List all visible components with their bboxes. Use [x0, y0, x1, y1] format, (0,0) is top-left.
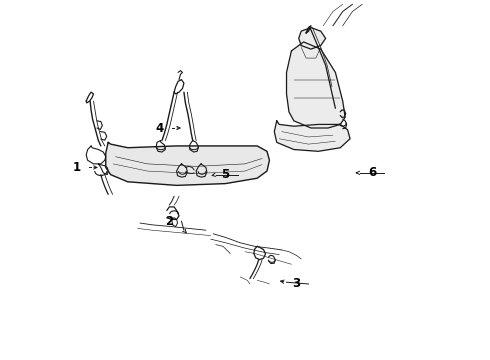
- Polygon shape: [287, 42, 345, 128]
- Text: 4: 4: [155, 122, 164, 135]
- Text: 3: 3: [292, 278, 300, 291]
- Text: 2: 2: [165, 215, 173, 228]
- Text: 1: 1: [73, 161, 80, 174]
- Polygon shape: [299, 28, 326, 49]
- Text: 6: 6: [368, 166, 376, 179]
- Polygon shape: [106, 142, 270, 185]
- Text: 5: 5: [221, 168, 230, 181]
- Polygon shape: [274, 121, 350, 151]
